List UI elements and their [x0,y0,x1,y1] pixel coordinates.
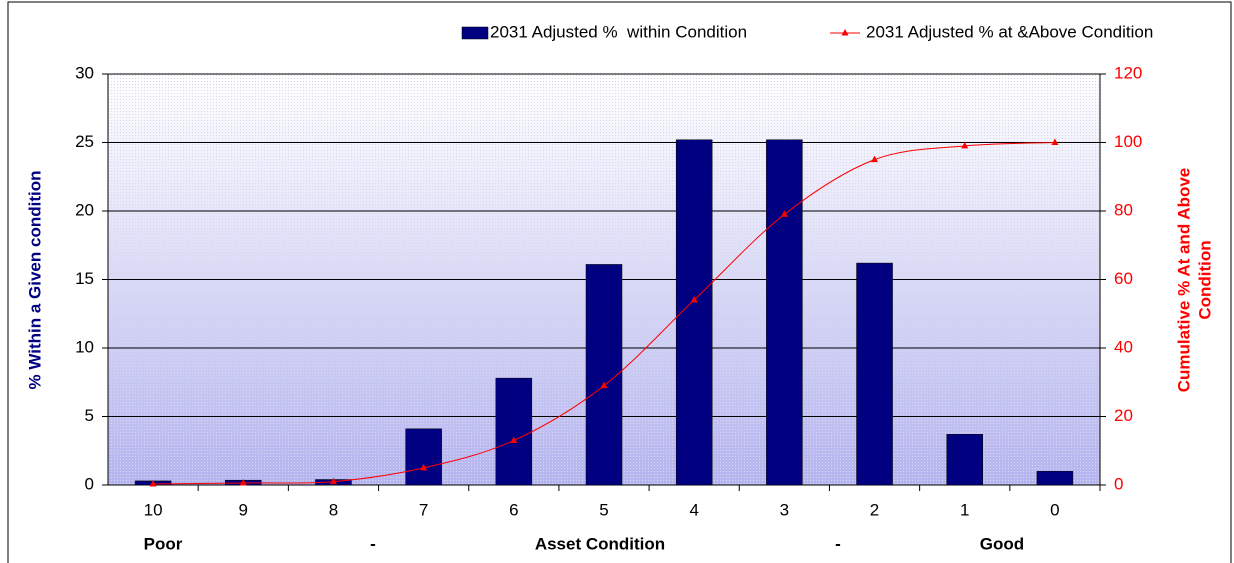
line-marker [780,210,788,217]
legend-label: 2031 Adjusted % at &Above Condition [866,22,1153,41]
y-tick-label: 15 [75,269,94,288]
x-tick-label: 9 [239,500,248,519]
x-axis-label: Poor [144,534,183,553]
x-tick-label: 7 [419,500,428,519]
line-marker [239,478,247,486]
y-tick-label: 20 [75,200,94,219]
x-tick-label: 6 [509,500,518,519]
line [153,142,1055,485]
y2-tick-label: 120 [1114,63,1142,82]
y2-tick-label: 100 [1114,132,1142,151]
line-marker [329,477,337,485]
y-tick-label: 25 [75,132,94,151]
y-tick-label: 10 [75,337,94,356]
y2-axis-label: Cumulative % At and Above [1174,168,1193,393]
x-tick-label: 10 [144,500,163,519]
frame [7,1,1232,563]
legend-label: 2031 Adjusted % within Condition [490,22,747,41]
bar [585,264,623,486]
bar [766,139,803,486]
y-tick-label: 0 [85,474,94,493]
bar [1036,471,1074,486]
y2-tick-label: 40 [1114,337,1133,356]
x-axis-label: - [835,534,841,553]
bar [495,377,533,486]
legend-swatch [461,26,489,40]
x-axis-label: - [370,534,376,553]
legend-marker [841,29,849,36]
x-tick-label: 2 [870,500,879,519]
y2-tick-label: 80 [1114,200,1133,219]
x-tick-label: 3 [780,500,789,519]
line-marker [961,141,969,149]
y2-axis-label: Condition [1195,240,1214,319]
x-tick-label: 5 [599,500,608,519]
bar [405,428,442,486]
line-marker [600,381,608,389]
y-axis-label: % Within a Given condition [25,171,44,390]
x-axis-label: Good [980,534,1024,553]
line-marker [1051,138,1059,145]
bar [856,262,893,486]
x-tick-label: 1 [960,500,969,519]
line-marker [420,463,428,471]
bar [946,434,983,486]
y-tick-label: 30 [75,63,94,82]
x-tick-label: 0 [1050,500,1059,519]
line-marker [149,479,157,487]
x-axis-label: Asset Condition [535,534,665,553]
x-tick-label: 8 [329,500,338,519]
line-marker [690,296,698,303]
y2-tick-label: 20 [1114,406,1133,425]
y2-tick-label: 60 [1114,269,1133,288]
line-marker [871,155,879,163]
y2-tick-label: 0 [1114,474,1123,493]
x-tick-label: 4 [689,500,698,519]
y-tick-label: 5 [85,406,94,425]
line-marker [510,436,518,443]
